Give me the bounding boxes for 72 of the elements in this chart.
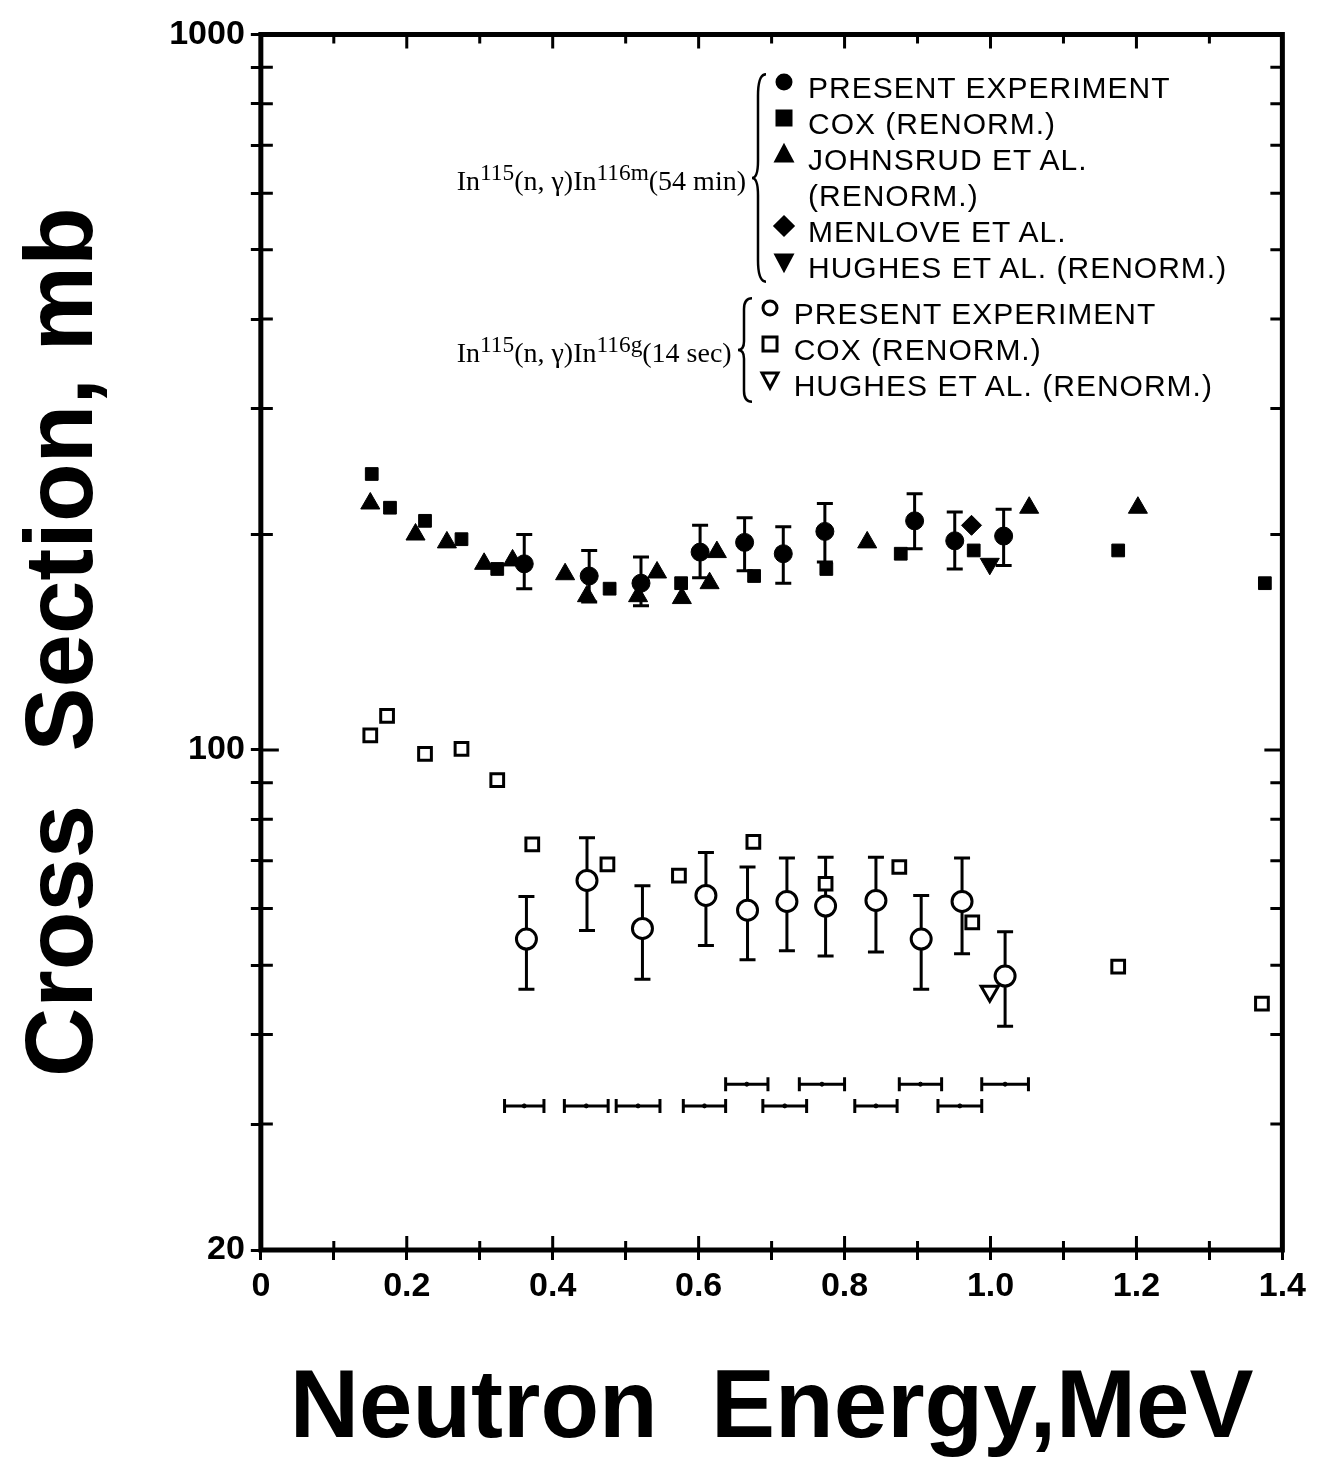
annotation: In$^{115}$(n, γ)In$^{116m}$(54 min) — [456, 158, 746, 198]
x-tick-label: 1.2 — [1112, 1264, 1161, 1303]
point — [599, 856, 616, 873]
point — [1111, 543, 1126, 558]
legend-label: JOHNSRUD ET AL. (RENORM.) — [808, 142, 1089, 214]
point — [893, 546, 908, 561]
x-tick-label: 0.6 — [675, 1264, 723, 1303]
y-tick-label: 1000 — [169, 12, 245, 51]
point — [454, 532, 469, 547]
point — [453, 741, 470, 757]
point — [905, 511, 925, 531]
point — [579, 566, 599, 586]
point — [966, 543, 981, 558]
point — [815, 521, 835, 541]
point — [775, 889, 799, 913]
point — [417, 746, 433, 762]
point — [514, 554, 534, 574]
legend-label: HUGHES ET AL. (RENORM.) — [808, 250, 1228, 286]
point — [383, 500, 397, 515]
point — [575, 868, 599, 892]
point — [364, 467, 379, 481]
point — [945, 531, 965, 551]
y-tick-label: 100 — [188, 728, 245, 767]
point — [514, 927, 538, 951]
point — [735, 532, 755, 552]
point — [747, 569, 761, 583]
legend-label: COX (RENORM.) — [808, 106, 1056, 142]
x-tick-label: 0.8 — [820, 1264, 869, 1303]
x-tick-label: 0.4 — [529, 1264, 577, 1303]
legend-label: MENLOVE ET AL. — [808, 214, 1067, 250]
point — [1254, 995, 1270, 1012]
legend-label: COX (RENORM.) — [793, 332, 1042, 368]
point — [524, 836, 541, 853]
x-tick-label: 0.2 — [383, 1264, 431, 1303]
y-tick-label: 20 — [207, 1228, 245, 1267]
point — [864, 888, 888, 912]
point — [489, 772, 506, 789]
legend-label: PRESENT EXPERIMENT — [793, 296, 1157, 332]
legend-label: HUGHES ET AL. (RENORM.) — [793, 368, 1213, 404]
point — [671, 867, 687, 884]
point — [994, 526, 1014, 546]
point — [630, 916, 654, 940]
point — [362, 727, 379, 744]
point — [690, 542, 710, 562]
x-tick-label: 1.0 — [966, 1264, 1015, 1303]
point — [379, 707, 395, 724]
point — [736, 898, 760, 922]
x-tick-label: 1.4 — [1258, 1264, 1307, 1303]
point — [745, 833, 762, 850]
point — [1110, 958, 1127, 975]
x-axis-title: Neutron Energy,MeV — [289, 1349, 1254, 1457]
point — [694, 883, 718, 907]
point — [817, 875, 834, 892]
point — [891, 859, 908, 875]
x-tick-label: 0 — [251, 1264, 271, 1303]
point — [950, 889, 974, 913]
point — [602, 581, 617, 596]
point — [490, 562, 505, 576]
point — [631, 573, 651, 593]
point — [674, 576, 688, 591]
point — [418, 513, 432, 528]
y-axis-title: Cross Section, mb — [5, 207, 113, 1077]
point — [773, 544, 793, 564]
legend-label: PRESENT EXPERIMENT — [808, 70, 1171, 106]
point — [993, 964, 1017, 988]
point — [819, 562, 834, 576]
annotation: In$^{115}$(n, γ)In$^{116g}$(14 sec) — [456, 330, 732, 370]
point — [1257, 576, 1272, 591]
point — [961, 514, 983, 536]
point — [814, 894, 838, 918]
point — [964, 914, 981, 931]
point — [909, 927, 933, 951]
